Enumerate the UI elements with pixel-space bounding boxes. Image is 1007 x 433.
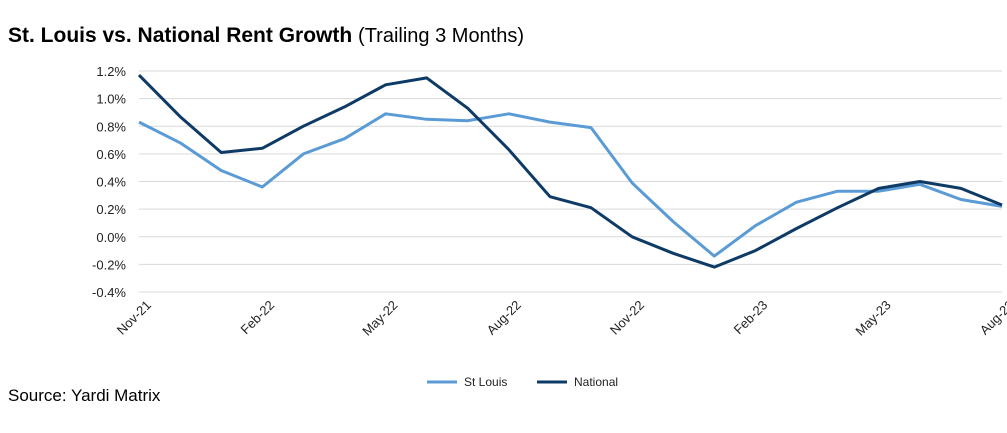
y-tick-label: 0.4% xyxy=(96,175,126,190)
y-tick-label: 0.2% xyxy=(96,202,126,217)
x-tick-label: May-22 xyxy=(359,297,400,338)
national-line xyxy=(137,74,1003,269)
chart-title-main: St. Louis vs. National Rent Growth xyxy=(8,24,353,47)
x-tick-label: Aug-23 xyxy=(977,297,1007,337)
x-tick-label: Feb-22 xyxy=(238,297,278,337)
x-tick-label: Aug-22 xyxy=(484,297,524,337)
legend-label: National xyxy=(574,375,618,389)
x-tick-label: Feb-23 xyxy=(731,297,771,337)
y-tick-label: 0.0% xyxy=(96,230,126,245)
y-tick-label: 1.2% xyxy=(96,64,126,79)
legend-label: St Louis xyxy=(464,375,507,389)
chart-subtitle: (Trailing 3 Months) xyxy=(358,25,525,47)
st-louis-line xyxy=(138,112,1003,258)
chart-title: St. Louis vs. National Rent Growth (Trai… xyxy=(8,24,524,48)
y-tick-label: -0.4% xyxy=(92,285,126,300)
y-tick-label: 1.0% xyxy=(96,92,126,107)
source-note: Source: Yardi Matrix xyxy=(8,386,161,405)
y-tick-label: 0.8% xyxy=(96,119,126,134)
x-tick-label: Nov-21 xyxy=(114,297,154,337)
y-tick-label: 0.6% xyxy=(96,147,126,162)
y-tick-label: -0.2% xyxy=(92,257,126,272)
x-tick-label: May-23 xyxy=(852,297,893,338)
x-tick-label: Nov-22 xyxy=(607,297,647,337)
